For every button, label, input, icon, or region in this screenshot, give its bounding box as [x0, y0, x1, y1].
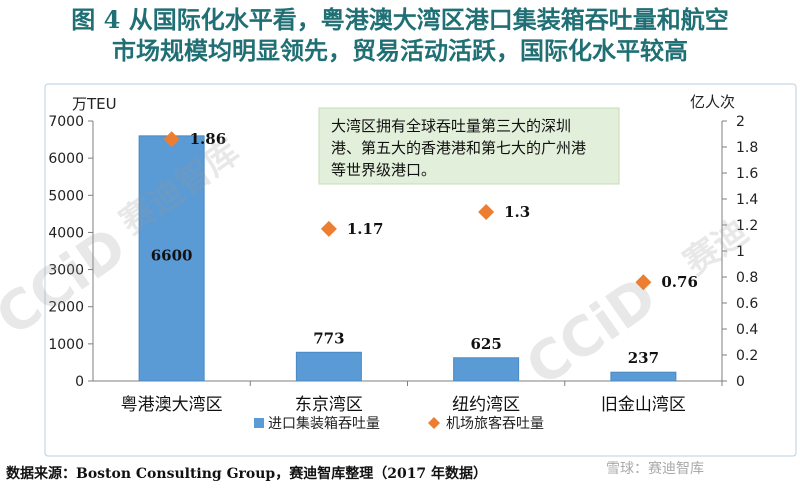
- marker-2: [320, 220, 337, 237]
- title-line-1: 图 4 从国际化水平看，粤港澳大湾区港口集装箱吞吐量和航空: [71, 5, 729, 34]
- annotation-text-line: 港、第五大的香港港和第七大的广州港: [331, 139, 586, 157]
- right-tick-label: 1.8: [736, 140, 758, 156]
- right-tick-label: 1.6: [736, 166, 758, 182]
- legend-swatch-marker: [428, 417, 440, 429]
- right-tick-label: 2: [736, 114, 745, 130]
- bar-4: [610, 371, 677, 382]
- right-tick-label: 0.8: [736, 270, 758, 286]
- chart-title: 图 4 从国际化水平看，粤港澳大湾区港口集装箱吞吐量和航空 市场规模均明显领先，…: [0, 4, 800, 66]
- marker-1: [163, 131, 180, 148]
- category-label: 东京湾区: [295, 395, 363, 415]
- legend-swatch-bar: [254, 418, 264, 428]
- annotation-text-line: 大湾区拥有全球吞吐量第三大的深圳: [331, 117, 571, 135]
- marker-3: [478, 204, 495, 220]
- marker-value-label: 0.76: [661, 273, 698, 291]
- left-tick-label: 3000: [48, 263, 84, 279]
- left-axis-unit: 万TEU: [72, 95, 117, 113]
- bar-value-label: 237: [628, 349, 659, 367]
- left-tick-label: 5000: [48, 188, 84, 204]
- legend-label-bar: 进口集装箱吞吐量: [268, 415, 380, 432]
- right-tick-label: 0: [736, 374, 745, 390]
- category-label: 纽约湾区: [452, 395, 520, 415]
- marker-4: [635, 274, 652, 291]
- watermark-brand: 雪球：赛迪智库: [606, 461, 704, 477]
- title-line-2: 市场规模均明显领先，贸易活动活跃，国际化水平较高: [112, 36, 688, 65]
- category-label: 旧金山湾区: [601, 395, 686, 415]
- right-tick-label: 1.2: [736, 218, 758, 234]
- left-tick-label: 1000: [48, 337, 84, 353]
- right-tick-label: 1: [736, 244, 745, 260]
- category-label: 粤港澳大湾区: [121, 395, 223, 415]
- marker-value-label: 1.17: [347, 220, 384, 238]
- bar-value-label: 6600: [151, 246, 193, 264]
- left-tick-label: 2000: [48, 300, 84, 316]
- bar-3: [453, 357, 520, 382]
- legend-label-marker: 机场旅客吞吐量: [446, 415, 544, 432]
- bar-value-label: 625: [470, 335, 501, 353]
- chart-panel-border: [44, 83, 797, 457]
- right-tick-label: 0.2: [736, 348, 758, 364]
- bar-value-label: 773: [313, 329, 344, 347]
- marker-value-label: 1.86: [190, 130, 227, 148]
- annotation-text-line: 等世界级港口。: [331, 161, 436, 179]
- data-source-note: 数据来源：Boston Consulting Group，赛迪智库整理（2017…: [6, 466, 488, 482]
- left-tick-label: 0: [75, 374, 84, 390]
- right-tick-label: 1.4: [736, 192, 758, 208]
- right-tick-label: 0.6: [736, 296, 758, 312]
- left-tick-label: 6000: [48, 151, 84, 167]
- bar-1: [138, 135, 205, 382]
- right-axis-unit: 亿人次: [690, 93, 735, 111]
- bar-2: [295, 351, 362, 382]
- left-tick-label: 4000: [48, 225, 84, 241]
- annotation-box: [318, 107, 620, 185]
- left-tick-label: 7000: [48, 114, 84, 130]
- right-tick-label: 0.4: [736, 322, 758, 338]
- marker-value-label: 1.3: [504, 203, 530, 221]
